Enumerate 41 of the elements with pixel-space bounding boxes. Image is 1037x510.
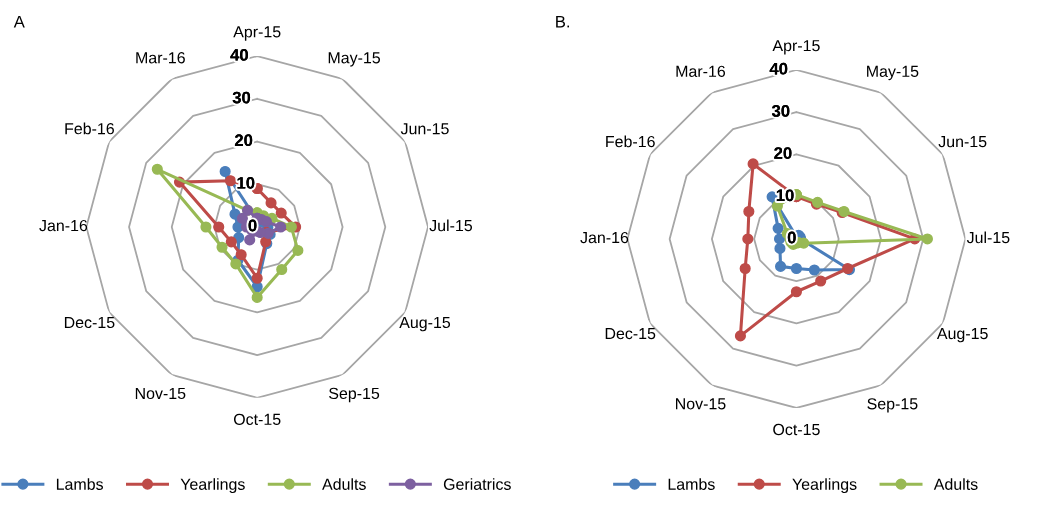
spoke-label: Dec-15 — [64, 316, 115, 329]
spoke-label: Feb-16 — [606, 135, 655, 148]
spoke-label: Aug-15 — [399, 316, 451, 332]
spoke-label: Apr-15 — [772, 40, 820, 55]
legend-label: Yearlings — [792, 478, 857, 494]
y-tick-label: 0 — [787, 231, 796, 244]
spoke-label: Jul-15 — [429, 219, 473, 232]
spoke-label: Oct-15 — [233, 413, 281, 425]
legend-label: Geriatrics — [443, 478, 511, 490]
spoke-label: Jun-15 — [938, 136, 987, 148]
spoke-label: Mar-16 — [676, 65, 726, 77]
y-tick-label: 0 — [248, 219, 257, 232]
legend-label: Adults — [322, 478, 366, 490]
spoke-label: May-15 — [328, 52, 381, 67]
spoke-label: Feb-16 — [65, 122, 114, 135]
legend-label: Lambs — [668, 478, 715, 490]
spoke-label: Oct-15 — [773, 423, 820, 436]
spoke-label: Aug-15 — [936, 328, 988, 343]
chart-title: A — [13, 15, 25, 28]
spoke-label: Nov-15 — [135, 387, 186, 400]
spoke-label: Jul-15 — [966, 231, 1010, 244]
y-tick-label: 40 — [230, 48, 248, 61]
spoke-label: Apr-15 — [233, 26, 281, 41]
spoke-label: Jan-16 — [580, 231, 629, 244]
y-tick-label: 20 — [774, 147, 792, 159]
y-tick-label: 30 — [771, 104, 790, 117]
y-tick-label: 30 — [232, 91, 251, 104]
spoke-label: Sep-15 — [329, 387, 380, 403]
legend-label: Adults — [933, 478, 978, 490]
legend-label: Yearlings — [180, 478, 245, 494]
legend-label: Lambs — [56, 478, 103, 490]
y-tick-label: 20 — [234, 134, 253, 147]
spoke-label: Jan-16 — [39, 219, 88, 232]
spoke-label: Nov-15 — [676, 398, 726, 410]
spoke-label: Mar-16 — [136, 52, 185, 64]
chart-title: B. — [556, 15, 570, 28]
y-tick-label: 40 — [769, 62, 788, 75]
spoke-label: May-15 — [867, 65, 919, 81]
spoke-label: Jun-15 — [400, 123, 449, 135]
spoke-label: Dec-15 — [605, 328, 656, 340]
spoke-label: Sep-15 — [867, 398, 918, 413]
